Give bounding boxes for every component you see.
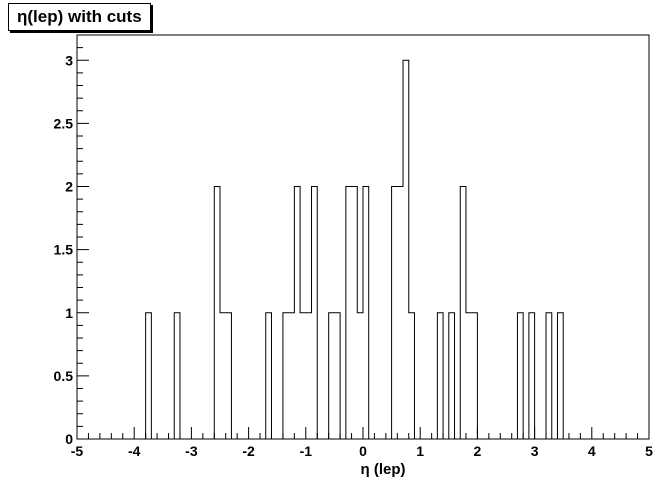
histogram-bin	[557, 313, 563, 439]
histogram-bin	[437, 313, 443, 439]
x-axis-title: η (lep)	[361, 461, 406, 478]
x-tick-label: -4	[128, 443, 141, 459]
x-tick-label: 1	[416, 443, 424, 459]
histogram-bin	[346, 187, 352, 440]
histogram-bin	[214, 187, 220, 440]
histogram-bin	[409, 313, 415, 439]
histogram-bin	[460, 187, 466, 440]
histogram-bin	[472, 313, 478, 439]
x-tick-label: 4	[588, 443, 596, 459]
histogram-bin	[392, 187, 398, 440]
histogram-bin	[352, 187, 358, 440]
histogram-bin	[363, 187, 369, 440]
histogram-bin	[220, 313, 226, 439]
chart-title: η(lep) with cuts	[8, 3, 151, 31]
histogram-bin	[283, 313, 289, 439]
y-tick-label: 1	[65, 305, 73, 321]
x-tick-label: 0	[359, 443, 367, 459]
x-tick-label: -5	[71, 443, 84, 459]
histogram-bin	[529, 313, 535, 439]
histogram-bin	[466, 313, 472, 439]
histogram-bin	[449, 313, 455, 439]
histogram-bin	[357, 313, 363, 439]
histogram-bin	[174, 313, 180, 439]
histogram-bin	[397, 187, 403, 440]
histogram-bin	[334, 313, 340, 439]
histogram-bin	[403, 60, 409, 439]
y-tick-label: 0	[65, 431, 73, 447]
x-tick-label: 2	[474, 443, 482, 459]
y-tick-label: 0.5	[54, 368, 74, 384]
histogram-bin	[306, 313, 312, 439]
histogram-outline	[77, 59, 649, 440]
x-tick-label: -1	[300, 443, 313, 459]
histogram-bin	[329, 313, 335, 439]
y-tick-label: 3	[65, 52, 73, 68]
histogram-bin	[226, 313, 232, 439]
x-tick-label: 3	[531, 443, 539, 459]
histogram-bin	[546, 313, 552, 439]
y-tick-label: 2.5	[54, 115, 74, 131]
histogram-bin	[146, 313, 152, 439]
histogram-bin	[289, 313, 295, 439]
histogram-bin	[300, 313, 306, 439]
y-tick-label: 1.5	[54, 242, 74, 258]
histogram-bin	[294, 187, 300, 440]
histogram-bin	[312, 187, 318, 440]
x-tick-label: 5	[645, 443, 653, 459]
y-tick-label: 2	[65, 179, 73, 195]
x-tick-label: -2	[242, 443, 255, 459]
histogram-bin	[517, 313, 523, 439]
histogram-bin	[266, 313, 272, 439]
x-tick-label: -3	[185, 443, 198, 459]
